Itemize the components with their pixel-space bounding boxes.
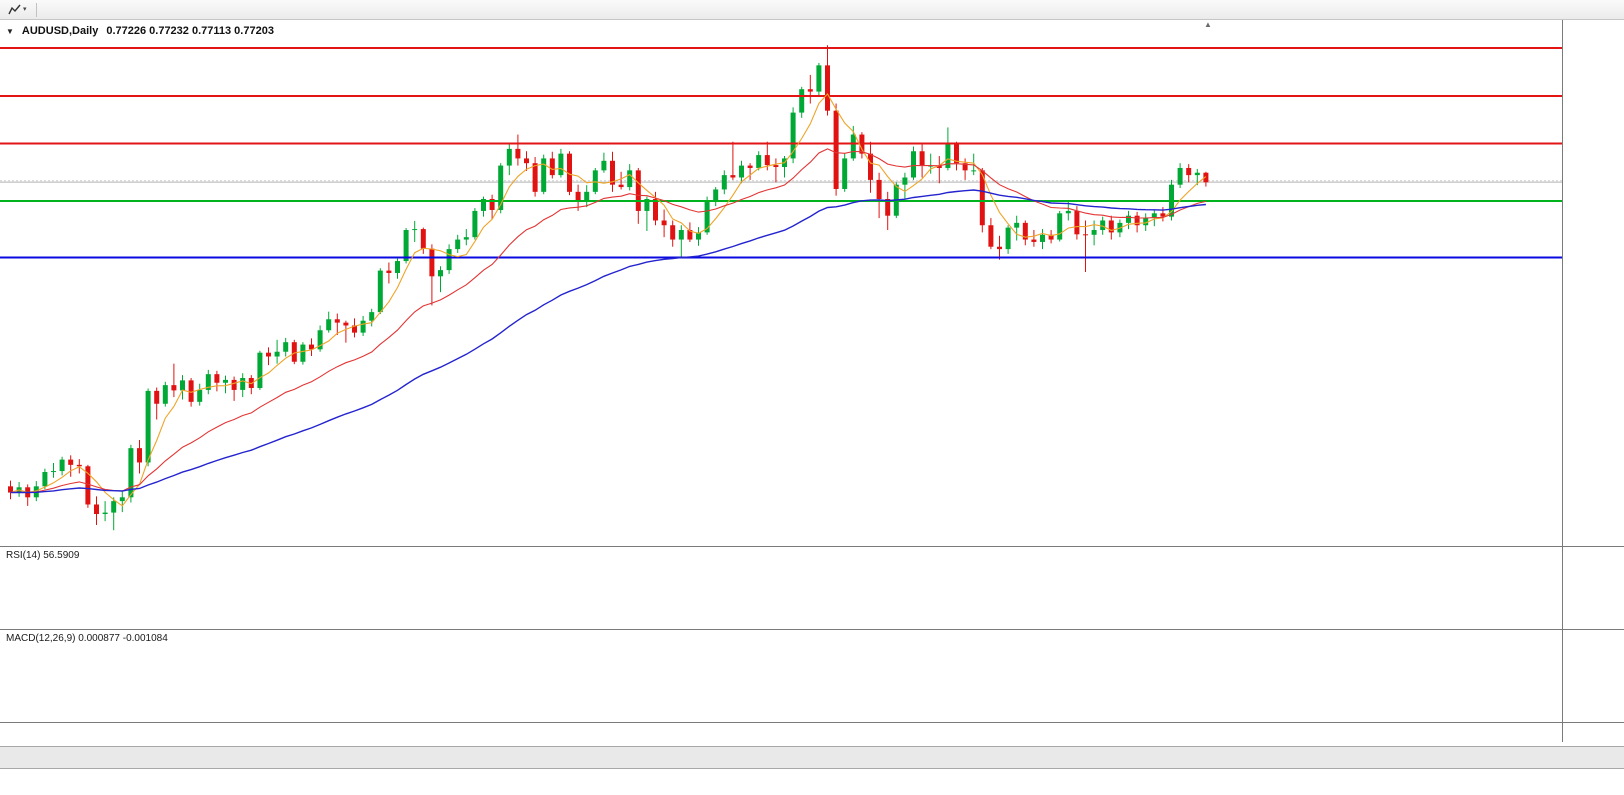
candles-layer — [8, 45, 1209, 531]
chart-title-label: ▼ AUDUSD,Daily 0.77226 0.77232 0.77113 0… — [6, 25, 274, 37]
chart-type-button[interactable]: ▾ — [3, 2, 32, 18]
macd-label: MACD(12,26,9) 0.000877 -0.001084 — [6, 633, 168, 644]
main-chart-pane: ▼ AUDUSD,Daily 0.77226 0.77232 0.77113 0… — [0, 20, 1624, 546]
main-chart-canvas[interactable] — [0, 20, 1562, 546]
time-scale[interactable] — [0, 723, 1624, 742]
dropdown-caret-icon: ▾ — [23, 6, 27, 13]
moving-averages-layer — [10, 92, 1207, 507]
pane-splitter[interactable] — [0, 629, 1624, 630]
chart-symbol-label: AUDUSD,Daily — [21, 25, 99, 37]
one-click-trading-toggle[interactable]: ▼ — [6, 26, 14, 36]
horizontal-lines-layer[interactable] — [0, 47, 1562, 259]
chart-tabs-bar — [0, 746, 1624, 769]
pane-splitter[interactable] — [0, 546, 1624, 547]
price-scale[interactable] — [1562, 20, 1624, 546]
toolbar-separator — [35, 2, 37, 17]
macd-canvas[interactable] — [0, 630, 1562, 722]
rsi-canvas[interactable] — [0, 547, 1562, 629]
chart-shift-marker-icon: ▲ — [1204, 20, 1212, 29]
rsi-indicator-pane: RSI(14) 56.5909 — [0, 547, 1624, 629]
macd-scale[interactable] — [1562, 630, 1624, 722]
pane-splitter[interactable] — [0, 722, 1624, 723]
line-chart-icon — [8, 4, 21, 14]
timeframe-toolbar: ▾ — [0, 0, 1624, 20]
chart-ohlc-values: 0.77226 0.77232 0.77113 0.77203 — [106, 25, 274, 37]
scale-corner — [1562, 723, 1624, 742]
macd-indicator-pane: MACD(12,26,9) 0.000877 -0.001084 — [0, 630, 1624, 722]
rsi-label: RSI(14) 56.5909 — [6, 550, 80, 561]
rsi-scale[interactable] — [1562, 547, 1624, 629]
